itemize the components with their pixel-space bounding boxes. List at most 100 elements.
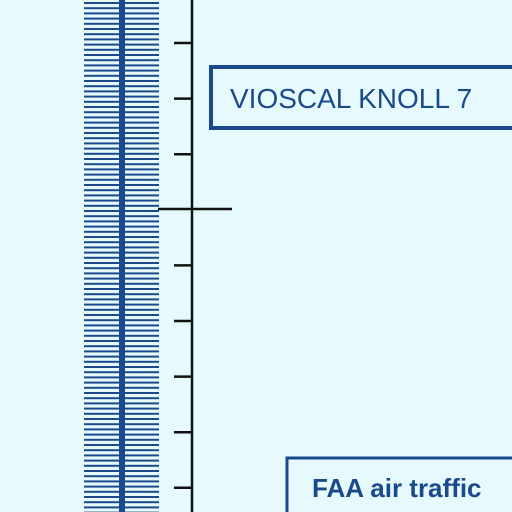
scale-ticks — [174, 41, 192, 490]
border-stripe-right — [125, 74, 159, 77]
border-stripe-left — [84, 106, 119, 108]
border-stripe-left — [84, 100, 119, 103]
border-stripe-right — [125, 256, 159, 259]
border-stripe-left — [84, 163, 119, 166]
border-stripe-left — [84, 95, 119, 98]
border-stripe-left — [84, 319, 119, 322]
border-stripe-right — [125, 116, 159, 119]
border-stripe-left — [84, 480, 119, 483]
border-stripe-left — [84, 308, 119, 311]
border-stripe-right — [125, 293, 159, 296]
border-stripe-left — [84, 402, 119, 405]
border-stripe-right — [125, 28, 159, 30]
border-stripe-left — [84, 433, 119, 436]
border-stripe-left — [84, 340, 119, 342]
border-stripe-right — [125, 298, 159, 301]
latitude-scale — [158, 0, 232, 512]
border-stripe-left — [84, 12, 119, 15]
border-stripe-left — [84, 277, 119, 280]
border-stripe-right — [125, 236, 159, 238]
border-band-center-bar — [119, 0, 125, 512]
border-stripe-right — [125, 464, 159, 467]
border-stripe-left — [84, 178, 119, 181]
border-stripe-left — [84, 475, 119, 478]
border-stripe-left — [84, 38, 119, 41]
border-stripe-right — [125, 178, 159, 181]
border-stripe-left — [84, 28, 119, 30]
border-stripe-left — [84, 496, 119, 498]
border-stripe-right — [125, 428, 159, 431]
border-stripe-left — [84, 7, 119, 10]
border-stripe-left — [84, 272, 119, 275]
border-stripe-left — [84, 412, 119, 415]
border-stripe-left — [84, 438, 119, 441]
note-box-border — [285, 456, 512, 512]
border-stripe-right — [125, 210, 159, 212]
border-stripe-right — [125, 173, 159, 176]
border-stripe-right — [125, 147, 159, 150]
border-stripe-left — [84, 246, 119, 249]
border-stripe-right — [125, 329, 159, 332]
border-stripe-right — [125, 381, 159, 384]
border-stripe-left — [84, 251, 119, 254]
border-stripe-right — [125, 215, 159, 218]
border-stripe-right — [125, 225, 159, 228]
border-stripe-left — [84, 85, 119, 88]
border-stripe-left — [84, 449, 119, 452]
border-stripe-right — [125, 366, 159, 368]
border-stripe-left — [84, 282, 119, 285]
border-stripe-right — [125, 80, 159, 82]
border-stripe-left — [84, 215, 119, 218]
border-stripe-right — [125, 480, 159, 483]
area-label-box: VIOSCAL KNOLL 7 — [209, 65, 512, 130]
border-stripe-right — [125, 277, 159, 280]
border-stripe-right — [125, 454, 159, 457]
border-stripe-right — [125, 334, 159, 337]
border-stripe-left — [84, 152, 119, 155]
border-stripe-right — [125, 303, 159, 306]
border-stripe-left — [84, 158, 119, 160]
border-stripe-left — [84, 288, 119, 290]
border-stripe-right — [125, 319, 159, 322]
border-stripe-right — [125, 246, 159, 249]
border-stripe-right — [125, 137, 159, 140]
border-stripe-left — [84, 293, 119, 296]
border-stripe-right — [125, 308, 159, 311]
border-stripe-left — [84, 184, 119, 186]
border-stripe-right — [125, 282, 159, 285]
border-stripe-left — [84, 459, 119, 462]
border-stripe-right — [125, 324, 159, 327]
border-stripe-right — [125, 267, 159, 270]
border-stripe-right — [125, 230, 159, 233]
border-stripe-right — [125, 204, 159, 207]
border-stripe-left — [84, 314, 119, 316]
border-stripe-left — [84, 464, 119, 467]
border-stripe-left — [84, 490, 119, 493]
border-stripe-right — [125, 106, 159, 108]
note-box: FAA air traffic — [285, 456, 512, 512]
border-stripe-left — [84, 90, 119, 93]
border-stripe-right — [125, 90, 159, 93]
border-stripe-left — [84, 137, 119, 140]
border-stripe-right — [125, 459, 159, 462]
border-stripe-left — [84, 33, 119, 36]
border-stripe-left — [84, 54, 119, 56]
border-stripe-left — [84, 43, 119, 46]
border-stripe-right — [125, 376, 159, 379]
border-stripe-left — [84, 220, 119, 223]
border-stripe-left — [84, 48, 119, 51]
border-stripe-right — [125, 438, 159, 441]
border-stripe-right — [125, 69, 159, 72]
border-stripe-left — [84, 132, 119, 134]
border-stripe-left — [84, 355, 119, 358]
border-stripe-left — [84, 428, 119, 431]
border-stripe-left — [84, 225, 119, 228]
border-stripe-left — [84, 126, 119, 129]
border-stripe-right — [125, 470, 159, 472]
border-stripe-left — [84, 69, 119, 72]
border-stripe-left — [84, 168, 119, 171]
border-stripe-right — [125, 85, 159, 88]
border-stripe-right — [125, 132, 159, 134]
